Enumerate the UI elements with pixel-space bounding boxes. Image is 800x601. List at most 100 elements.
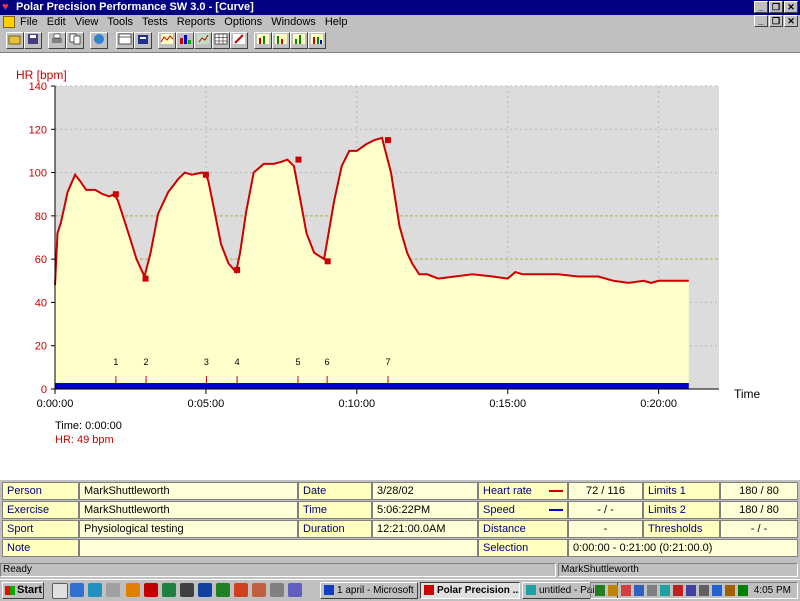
limits2-label: Limits 2 [643, 501, 720, 519]
person-label: Person [2, 482, 79, 500]
book-icon[interactable] [134, 32, 152, 49]
distance-value[interactable]: - [568, 520, 643, 538]
excel-quicklaunch-icon[interactable] [216, 583, 230, 597]
x-axis-title: Time [734, 387, 761, 401]
menu-tools[interactable]: Tools [107, 16, 134, 28]
tray-icon-6[interactable] [660, 585, 670, 596]
lap-number: 3 [204, 357, 209, 367]
thresholds-value[interactable]: - / - [720, 520, 798, 538]
exercise-label: Exercise [2, 501, 79, 519]
task-polar[interactable]: Polar Precision ... [420, 582, 520, 599]
x-tick-label: 0:05:00 [188, 398, 225, 410]
sport-value[interactable]: Physiological testing [79, 520, 298, 538]
time-label: Time [298, 501, 372, 519]
tray-icon-1[interactable] [595, 585, 605, 596]
tray-icon-3[interactable] [621, 585, 631, 596]
limits2-value[interactable]: 180 / 80 [720, 501, 798, 519]
polar-heart-icon [424, 585, 434, 595]
heart-rate-chart[interactable]: 1 2 3 4 5 6 7 0 20 40 60 80 100 120 140 0:00:00 0:05:0… [0, 53, 800, 480]
powerpoint-quicklaunch-icon[interactable] [234, 583, 248, 597]
restore-button[interactable]: ❐ [769, 1, 783, 13]
minimize-button[interactable]: _ [754, 1, 768, 13]
tray-icon-4[interactable] [634, 585, 644, 596]
access-quicklaunch-icon[interactable] [252, 583, 266, 597]
lap-number: 2 [144, 357, 149, 367]
archive-quicklaunch-icon[interactable] [180, 583, 194, 597]
tray-icon-8[interactable] [686, 585, 696, 596]
word-quicklaunch-icon[interactable] [198, 583, 212, 597]
lap-number: 1 [113, 357, 118, 367]
chart-1-icon[interactable] [254, 32, 272, 49]
heart-rate-label: Heart rate [478, 482, 568, 500]
chart-2-icon[interactable] [272, 32, 290, 49]
document-menu-icon[interactable] [3, 16, 15, 28]
y-tick-label: 140 [29, 81, 47, 93]
menu-reports[interactable]: Reports [176, 16, 216, 28]
status-bar: Ready MarkShuttleworth [0, 562, 800, 578]
misc-quicklaunch-icon-2[interactable] [288, 583, 302, 597]
y-tick-label: 120 [29, 124, 47, 136]
save-icon[interactable] [24, 32, 42, 49]
taskbar: Start 1 april - Microsoft ... Polar Prec… [0, 579, 800, 601]
y-tick-label: 0 [41, 384, 47, 396]
date-value[interactable]: 3/28/02 [372, 482, 478, 500]
menu-options[interactable]: Options [224, 16, 263, 28]
menu-windows[interactable]: Windows [271, 16, 316, 28]
outlook-quicklaunch-icon[interactable] [88, 583, 102, 597]
heart-rate-value[interactable]: 72 / 116 [568, 482, 643, 500]
time-value[interactable]: 5:06:22PM [372, 501, 478, 519]
x-tick-label: 0:20:00 [640, 398, 677, 410]
tray-icon-11[interactable] [738, 585, 748, 596]
curve-icon[interactable] [158, 32, 176, 49]
menu-edit[interactable]: Edit [46, 16, 66, 28]
misc-quicklaunch-icon-1[interactable] [270, 583, 284, 597]
selection-value[interactable]: 0:00:00 - 0:21:00 (0:21:00.0) [568, 539, 798, 557]
menu-help[interactable]: Help [324, 16, 348, 28]
sport-label: Sport [2, 520, 79, 538]
tool-quicklaunch-icon[interactable] [162, 583, 176, 597]
duration-value[interactable]: 12:21:00.0AM [372, 520, 478, 538]
tray-icon-10[interactable] [725, 585, 735, 596]
start-button[interactable]: Start [2, 582, 44, 599]
note-value[interactable] [79, 539, 478, 557]
summary-icon[interactable] [194, 32, 212, 49]
speed-value[interactable]: - / - [568, 501, 643, 519]
limits1-value[interactable]: 180 / 80 [720, 482, 798, 500]
date-label: Date [298, 482, 372, 500]
grid-icon[interactable] [212, 32, 230, 49]
chart-3-icon[interactable] [290, 32, 308, 49]
desktop-quicklaunch-icon[interactable] [106, 583, 120, 597]
clock[interactable]: 4:05 PM [753, 585, 791, 596]
tray-icon-9[interactable] [699, 585, 709, 596]
person-value[interactable]: MarkShuttleworth [79, 482, 298, 500]
volume-tray-icon[interactable] [712, 585, 722, 596]
y-tick-label: 80 [35, 211, 47, 223]
copy-icon[interactable] [66, 32, 84, 49]
print-icon[interactable] [48, 32, 66, 49]
tray-icon-7[interactable] [673, 585, 683, 596]
bar-chart-icon[interactable] [176, 32, 194, 49]
doc-restore-button[interactable]: ❐ [769, 15, 783, 27]
chart-4-icon[interactable] [308, 32, 326, 49]
menu-tests[interactable]: Tests [142, 16, 168, 28]
globe-icon[interactable] [90, 32, 108, 49]
close-button[interactable]: ✕ [784, 1, 798, 13]
menu-file[interactable]: File [20, 16, 38, 28]
pen-icon[interactable] [230, 32, 248, 49]
title-bar[interactable]: ♥ Polar Precision Performance SW 3.0 - [… [0, 0, 800, 15]
pencil-quicklaunch-icon[interactable] [52, 583, 68, 599]
media-quicklaunch-icon[interactable] [126, 583, 140, 597]
tray-icon-2[interactable] [608, 585, 618, 596]
exercise-value[interactable]: MarkShuttleworth [79, 501, 298, 519]
task-word[interactable]: 1 april - Microsoft ... [320, 582, 418, 599]
open-icon[interactable] [6, 32, 24, 49]
doc-minimize-button[interactable]: _ [754, 15, 768, 27]
tray-icon-5[interactable] [647, 585, 657, 596]
doc-close-button[interactable]: ✕ [784, 15, 798, 27]
y-tick-label: 60 [35, 254, 47, 266]
distance-label: Distance [478, 520, 568, 538]
calendar-icon[interactable] [116, 32, 134, 49]
menu-view[interactable]: View [74, 16, 99, 28]
ie-quicklaunch-icon[interactable] [70, 583, 84, 597]
app-quicklaunch-icon[interactable] [144, 583, 158, 597]
